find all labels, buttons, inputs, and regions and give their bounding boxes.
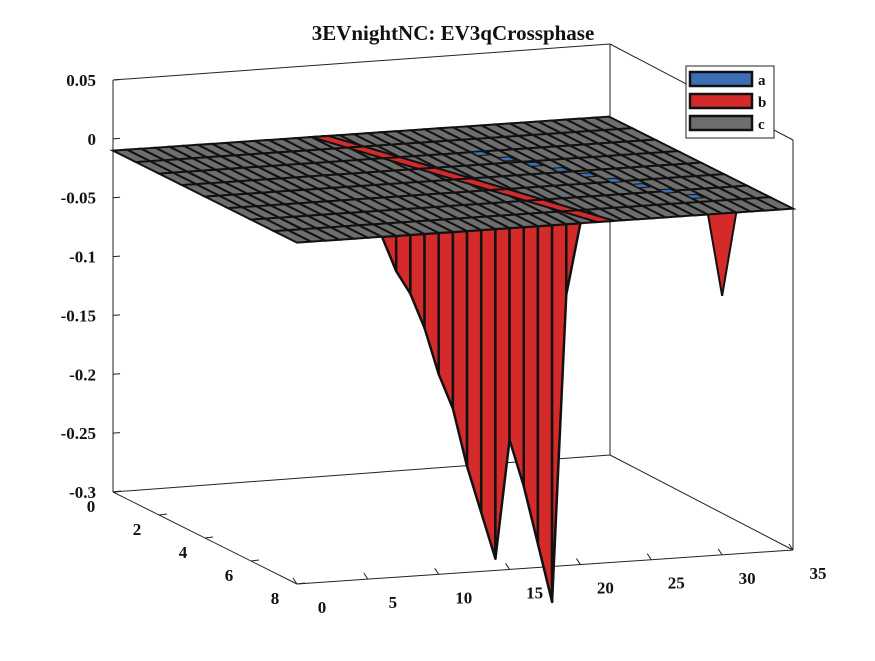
x-tick-mark <box>505 563 510 570</box>
z-tick-label: -0.25 <box>61 424 96 443</box>
surface-group <box>109 115 797 604</box>
z-tick-label: 0 <box>88 130 97 149</box>
series-a-cell <box>683 193 706 200</box>
y-tick-mark <box>112 490 122 493</box>
z-tick-label: -0.15 <box>61 306 96 325</box>
series-a-cell <box>468 150 491 157</box>
x-tick-label: 20 <box>597 579 614 598</box>
x-axis-back-edge <box>609 454 794 551</box>
series-b-curtain-panel <box>437 230 455 410</box>
series-b-curtain-panel <box>380 234 398 273</box>
y-tick-label: 6 <box>225 566 234 585</box>
series-b-curtain-panel <box>451 229 469 468</box>
z-tick-label: -0.05 <box>61 189 96 208</box>
legend-swatch-a <box>688 70 754 88</box>
series-a-cell <box>629 183 652 189</box>
series-b-curtain-panel <box>522 224 540 546</box>
x-tick-mark <box>646 553 652 560</box>
legend-swatch-b <box>688 92 754 110</box>
x-tick-mark <box>576 558 581 565</box>
series-b-curtain-panel <box>536 223 554 604</box>
series-b-curtain-panel <box>394 233 412 295</box>
series-a-cell <box>549 167 572 173</box>
x-tick-mark <box>363 572 369 580</box>
y-tick-mark <box>158 513 168 516</box>
z-tick-label: 0.05 <box>66 71 96 90</box>
series-a-cell <box>656 188 679 194</box>
x-tick-label: 30 <box>739 569 756 588</box>
series-a-cell <box>603 177 625 183</box>
series-b-curtain-panel <box>465 228 483 514</box>
x-tick-label: 5 <box>389 593 398 612</box>
legend-label-c: c <box>758 117 765 133</box>
x-tick-mark <box>292 577 298 585</box>
chart-title: 3EVnightNC: EV3qCrossphase <box>312 21 595 45</box>
z-tick-mark <box>112 432 121 434</box>
series-a-cell <box>495 156 518 162</box>
x-tick-label: 25 <box>668 574 685 593</box>
z-tick-mark <box>112 373 121 375</box>
z-tick-mark <box>112 255 121 258</box>
series-b-ridge-cell <box>561 209 615 224</box>
y-tick-label: 2 <box>133 520 142 539</box>
legend-label-a: a <box>758 73 766 89</box>
series-b-curtain-panel <box>423 231 440 376</box>
z-tick-mark <box>112 79 121 81</box>
series-b-curtain-panel <box>409 232 426 330</box>
x-tick-label: 10 <box>455 588 472 607</box>
series-b-curtain-panel <box>508 225 525 488</box>
x-tick-label: 0 <box>318 598 327 617</box>
tick-group: 0.050-0.05-0.1-0.15-0.2-0.25-0.30 5 10 15 20… <box>61 71 827 617</box>
legend: abc <box>685 65 775 139</box>
z-tick-label: -0.2 <box>69 365 96 384</box>
series-c-grid-cell <box>752 196 797 211</box>
legend-label-b: b <box>758 95 766 111</box>
series-b-curtain-panel <box>550 222 568 604</box>
z-tick-label: -0.1 <box>69 248 96 267</box>
series-b-curtain-panel <box>565 221 582 297</box>
y-tick-label: 0 <box>87 497 96 516</box>
z-tick-mark <box>112 314 121 316</box>
y-tick-label: 4 <box>179 543 188 562</box>
legend-swatch-c <box>688 114 754 132</box>
series-a-cell <box>522 161 545 167</box>
z-tick-label: -0.3 <box>69 483 96 502</box>
series-b-curtain-panel <box>494 226 511 560</box>
y-tick-mark <box>250 559 260 562</box>
z-tick-mark <box>112 196 121 199</box>
series-b-dip <box>706 211 738 297</box>
y-tick-mark <box>296 582 306 585</box>
x-tick-label: 35 <box>810 564 827 583</box>
series-a-cell <box>576 172 599 178</box>
series-b-curtain-panel <box>479 227 497 560</box>
z-tick-mark <box>112 137 121 140</box>
x-tick-mark <box>717 548 723 556</box>
x-tick-mark <box>788 543 794 551</box>
back-top-edge <box>112 43 611 81</box>
x-tick-label: 15 <box>526 583 543 602</box>
x-tick-mark <box>434 568 440 575</box>
y-tick-label: 8 <box>271 589 280 608</box>
y-tick-mark <box>204 536 214 539</box>
